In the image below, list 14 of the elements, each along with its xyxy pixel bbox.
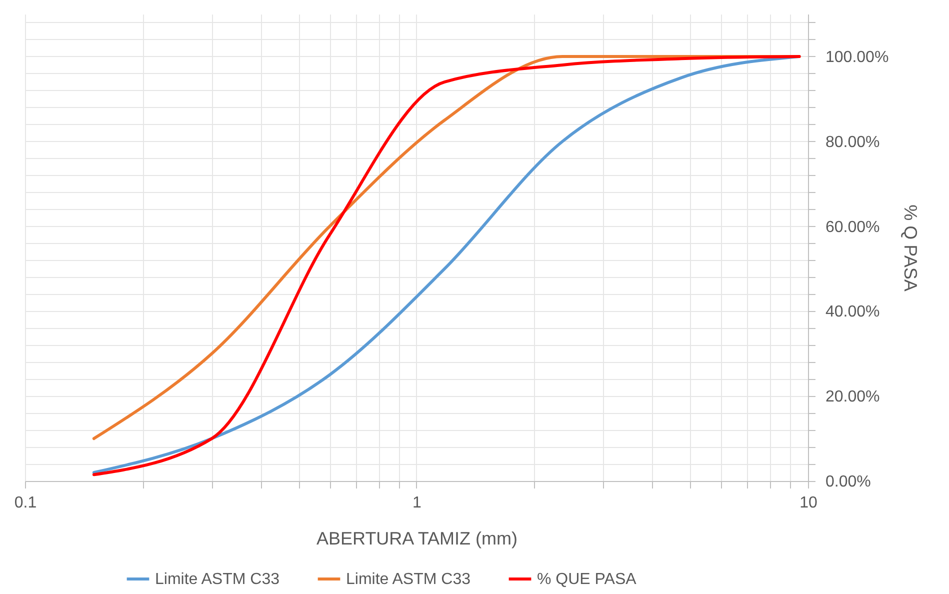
x-tick-label: 10 (800, 494, 818, 512)
y-tick-label: 0.00% (826, 474, 871, 490)
x-tick-label: 0.1 (14, 494, 37, 512)
y-tick-label: 20.00% (826, 388, 880, 406)
y-tick-label: 100.00% (826, 48, 889, 66)
legend-label: Limite ASTM C33 (346, 571, 471, 588)
x-axis-title: ABERTURA TAMIZ (mm) (316, 528, 518, 548)
x-tick-label: 1 (412, 494, 422, 512)
y-tick-label: 60.00% (826, 218, 880, 236)
y-axis-title: % Q PASA (900, 204, 921, 292)
legend-label: % QUE PASA (537, 571, 637, 588)
legend-label: Limite ASTM C33 (155, 571, 280, 588)
y-tick-label: 40.00% (826, 304, 880, 321)
y-tick-label: 80.00% (826, 134, 880, 151)
